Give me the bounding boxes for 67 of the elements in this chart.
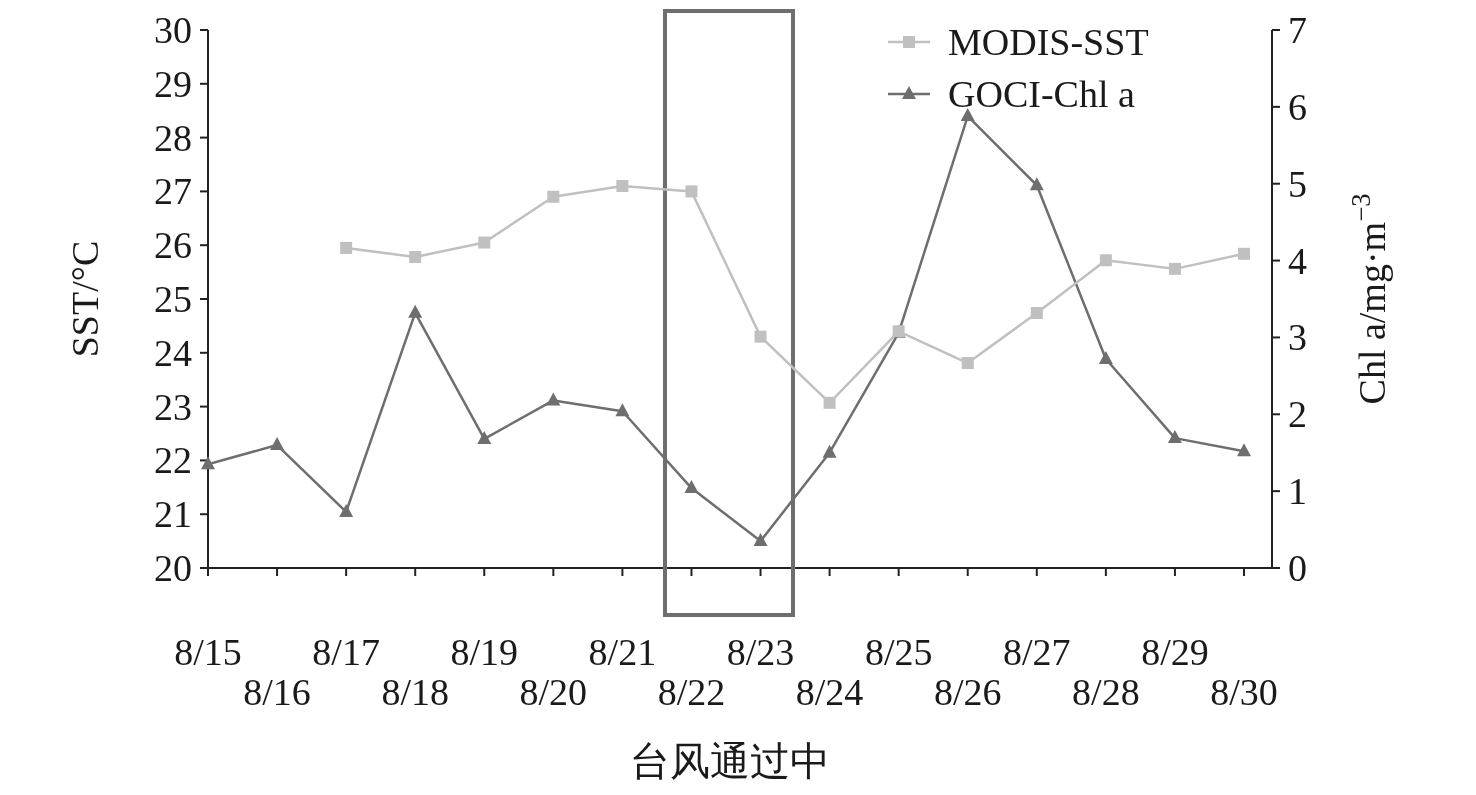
y-tick-label: 21	[154, 493, 192, 536]
legend-label: MODIS-SST	[948, 21, 1149, 63]
point	[685, 185, 698, 198]
x-tick-label: 8/26	[933, 671, 1002, 713]
x-tick-label: 8/20	[519, 671, 588, 713]
point	[201, 456, 215, 470]
point	[477, 430, 492, 444]
point	[270, 437, 285, 451]
y2-tick-label: 0	[1288, 547, 1307, 589]
point	[408, 304, 423, 318]
point	[960, 108, 975, 122]
y2-tick-label: 3	[1288, 316, 1307, 359]
point	[1237, 443, 1251, 457]
x-tick-label: 8/29	[1141, 631, 1209, 673]
point	[1167, 430, 1182, 444]
y-tick-label: 22	[154, 439, 192, 482]
y2-tick-label: 5	[1288, 162, 1307, 205]
x-tick-label: 8/17	[312, 631, 380, 673]
x-tick-label: 8/22	[657, 671, 726, 713]
y2-tick-label: 4	[1288, 239, 1307, 282]
point	[1168, 262, 1181, 275]
x-tick-label: 8/23	[726, 631, 795, 673]
x-tick-label: 8/21	[588, 631, 657, 673]
y-tick-label: 23	[154, 385, 192, 428]
y-tick-label: 29	[154, 62, 192, 105]
point	[1099, 254, 1112, 267]
point	[409, 251, 422, 264]
point	[340, 241, 353, 254]
y2-tick-label: 1	[1288, 470, 1307, 513]
y-tick-label: 25	[154, 278, 192, 320]
y-tick-label: 30	[154, 9, 192, 51]
y2-tick-label: 6	[1288, 85, 1307, 128]
point	[961, 357, 974, 370]
x-tick-label: 8/19	[450, 631, 519, 673]
x-tick-label: 8/16	[243, 671, 311, 713]
point	[616, 180, 629, 193]
x-tick-label: 8/27	[1003, 631, 1071, 673]
point	[478, 236, 491, 249]
point	[822, 444, 837, 458]
y-tick-label: 27	[154, 170, 192, 213]
point	[339, 503, 354, 517]
point	[615, 403, 630, 417]
x-tick-label: 8/25	[864, 631, 933, 673]
point	[1030, 306, 1043, 319]
point	[754, 330, 767, 343]
x-tick-label: 8/15	[174, 631, 242, 673]
y2-tick-label: 2	[1288, 393, 1307, 436]
point	[547, 190, 560, 203]
point	[1238, 247, 1250, 260]
x-tick-label: 8/28	[1072, 671, 1140, 713]
y-tick-label: 24	[154, 331, 192, 374]
x-axis-title: 台风通过中	[630, 739, 830, 784]
x-tick-label: 8/18	[381, 671, 449, 713]
y-tick-label: 20	[154, 547, 192, 589]
y-tick-label: 26	[154, 224, 192, 267]
y-axis-title: SST/°C	[64, 240, 106, 358]
point	[753, 533, 768, 547]
point	[823, 396, 836, 409]
y2-tick-label: 7	[1288, 9, 1307, 51]
point	[546, 392, 561, 406]
point	[1098, 350, 1113, 364]
legend-label: GOCI-Chl a	[948, 73, 1135, 115]
point	[1029, 177, 1044, 191]
x-tick-label: 8/24	[795, 671, 864, 713]
x-tick-label: 8/30	[1210, 671, 1278, 713]
point	[684, 480, 699, 494]
y-tick-label: 28	[154, 116, 192, 159]
